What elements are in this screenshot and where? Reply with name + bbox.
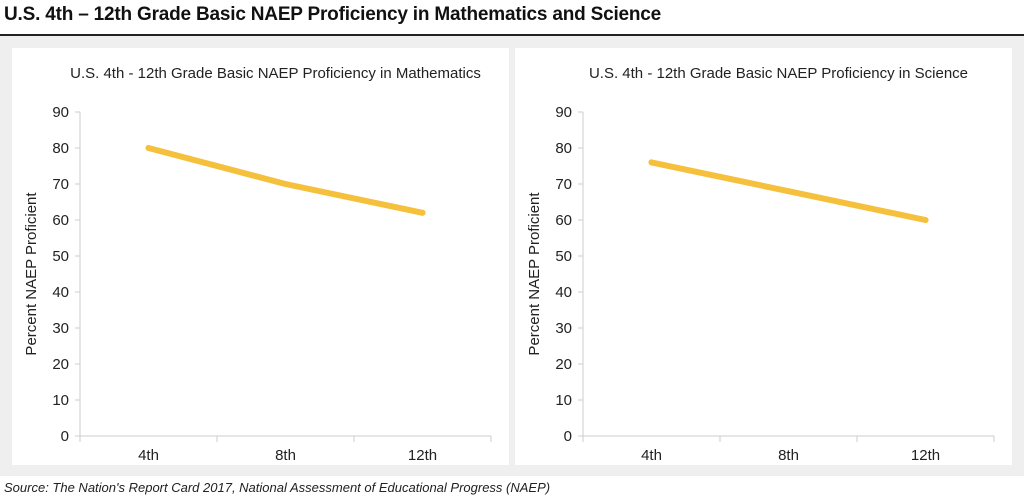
y-axis-label: Percent NAEP Proficient xyxy=(23,192,40,356)
series-line xyxy=(145,145,426,216)
y-tick-label: 80 xyxy=(555,140,572,157)
y-tick-label: 40 xyxy=(52,284,69,301)
y-tick-label: 60 xyxy=(52,212,69,229)
data-point xyxy=(648,159,655,166)
y-tick-label: 20 xyxy=(52,356,69,373)
source-note: Source: The Nation's Report Card 2017, N… xyxy=(4,480,551,495)
title-rule xyxy=(0,34,1024,36)
y-tick-label: 90 xyxy=(555,104,572,121)
charts-area: U.S. 4th - 12th Grade Basic NAEP Profici… xyxy=(0,36,1024,476)
x-tick-label: 12th xyxy=(911,447,940,464)
x-tick-label: 4th xyxy=(641,447,662,464)
page-title: U.S. 4th – 12th Grade Basic NAEP Profici… xyxy=(4,4,662,25)
y-tick-label: 10 xyxy=(52,392,69,409)
chart-title: U.S. 4th - 12th Grade Basic NAEP Profici… xyxy=(70,65,481,82)
y-axis-label: Percent NAEP Proficient xyxy=(526,192,543,356)
data-point xyxy=(785,188,792,195)
x-tick-label: 4th xyxy=(138,447,159,464)
x-tick-label: 12th xyxy=(408,447,437,464)
x-tick-label: 8th xyxy=(275,447,296,464)
science-line-chart: U.S. 4th - 12th Grade Basic NAEP Profici… xyxy=(526,65,995,464)
math-line-chart: U.S. 4th - 12th Grade Basic NAEP Profici… xyxy=(23,65,492,464)
y-tick-label: 40 xyxy=(555,284,572,301)
data-point xyxy=(282,181,289,187)
y-tick-label: 30 xyxy=(52,320,69,337)
y-tick-label: 70 xyxy=(52,176,69,193)
data-point xyxy=(419,209,426,216)
chart-panel-mathematics: U.S. 4th - 12th Grade Basic NAEP Profici… xyxy=(12,48,509,465)
y-tick-label: 0 xyxy=(564,428,572,445)
y-tick-label: 90 xyxy=(52,104,69,121)
x-tick-label: 8th xyxy=(778,447,799,464)
y-tick-label: 60 xyxy=(555,212,572,229)
chart-title: U.S. 4th - 12th Grade Basic NAEP Profici… xyxy=(589,65,968,82)
y-tick-label: 10 xyxy=(555,392,572,409)
chart-panel-science: U.S. 4th - 12th Grade Basic NAEP Profici… xyxy=(515,48,1012,465)
y-tick-label: 20 xyxy=(555,356,572,373)
y-tick-label: 0 xyxy=(61,428,69,445)
y-tick-label: 50 xyxy=(555,248,572,265)
data-point xyxy=(145,145,152,151)
y-tick-label: 80 xyxy=(52,140,69,157)
data-point xyxy=(922,217,929,223)
y-tick-label: 70 xyxy=(555,176,572,193)
y-tick-label: 30 xyxy=(555,320,572,337)
y-tick-label: 50 xyxy=(52,248,69,265)
